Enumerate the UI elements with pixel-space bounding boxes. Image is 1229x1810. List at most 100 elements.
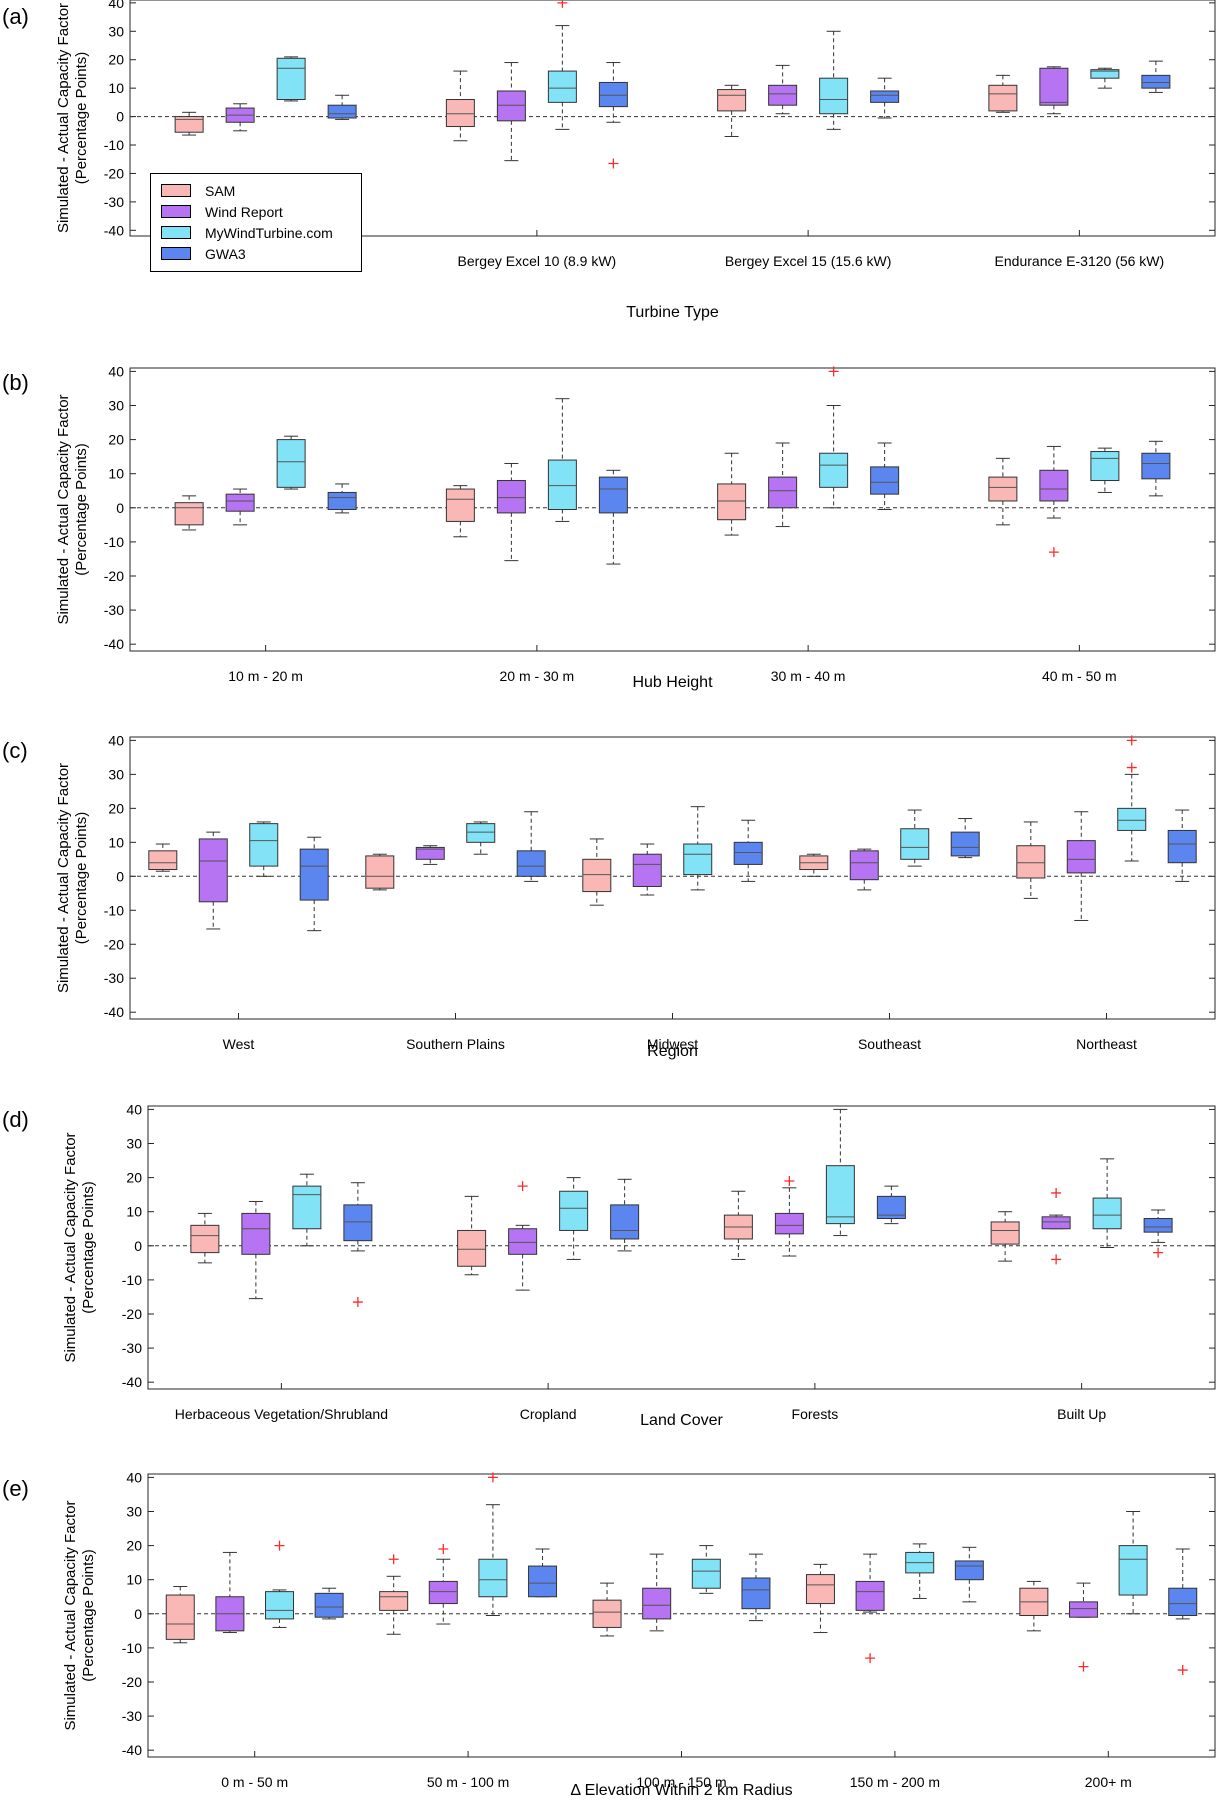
panel-a-cat3-s3-box (1141, 74, 1171, 89)
panel-a-ylabel-line2: (Percentage Points) (73, 52, 90, 185)
panel-b-cat3-s3-box (1141, 452, 1171, 480)
panel-e-xtick-label: 150 m - 200 m (850, 1774, 940, 1790)
panel-c-cat2-s2-box (683, 843, 713, 876)
panel-e-label: (e) (2, 1476, 29, 1501)
panel-d-ytick-label: 40 (126, 1101, 142, 1117)
panel-e-xtick-label: 100 m - 150 m (636, 1774, 726, 1790)
panel-e-cat3-s0-box (805, 1574, 835, 1605)
panel-e-cat4-s1-box (1068, 1601, 1098, 1618)
panel-a-cat1-s1-box (496, 90, 526, 122)
panel-e-cat1-s3-box (528, 1565, 558, 1598)
panel-b-xlabel: Hub Height (632, 674, 713, 691)
panel-e-cat2-s3-box (741, 1577, 771, 1610)
panel-d-ytick-label: 10 (126, 1204, 142, 1220)
panel-c-cat1-s3-box (516, 850, 546, 877)
panel-d-cat0-s3-box (343, 1204, 373, 1242)
panel-c-cat1-s2-box (466, 823, 496, 843)
panel-b-xtick-label: 40 m - 50 m (1042, 668, 1117, 684)
panel-d-cat3-s2-box (1092, 1197, 1122, 1230)
panel-b-cat2-s2-box (819, 452, 849, 488)
panel-b-cat3-s0-box (988, 476, 1018, 502)
panel-e-cat1-s2-box (478, 1558, 508, 1598)
panel-e-cat3-s1-box (855, 1580, 885, 1611)
panel-e-cat2-s0-box (592, 1599, 622, 1628)
panel-b-ytick-label: -30 (104, 602, 124, 618)
panel-b-ytick-label: -10 (104, 534, 124, 550)
panel-e-cat2-s2-box (691, 1558, 721, 1589)
panel-c-cat2-s1-box (632, 853, 662, 887)
panel-c-ytick-label: -40 (104, 1004, 124, 1020)
panel-a-ytick-label: 0 (116, 109, 124, 125)
panel-e-ytick-label: -30 (122, 1708, 142, 1724)
legend-label-gwa3: GWA3 (205, 245, 246, 262)
panel-b-ytick-label: -20 (104, 568, 124, 584)
panel-d-cat1-s1-outlier-0 (517, 1181, 528, 1192)
panel-d-cat2-s3-box (876, 1195, 906, 1220)
panel-e-cat0-s2-outlier-0 (274, 1540, 285, 1551)
panel-c-ytick-label: -30 (104, 970, 124, 986)
panel-c-cat2-s0-box (582, 858, 612, 893)
panel-b-label: (b) (2, 370, 29, 395)
panel-d-cat1-s1-box (508, 1228, 538, 1255)
panel-e-cat3-s3-box (954, 1560, 984, 1581)
panel-c-cat4-s2-outlier-1 (1126, 735, 1137, 746)
legend-swatch-mywindturbine (161, 226, 191, 239)
panel-b-cat0-s2-box (276, 439, 306, 488)
panel-c-xtick-label: Southern Plains (406, 1036, 505, 1052)
panel-c-cat3-s3-box (950, 831, 980, 857)
panel-d-axes-frame (147, 1105, 1216, 1390)
panel-a-cat1-s3-outlier-0 (608, 158, 619, 169)
legend-entry-wind-report: Wind Report (161, 201, 361, 222)
panel-b-ylabel-line2: (Percentage Points) (73, 443, 90, 576)
panel-b-cat2-s0-box (717, 483, 747, 521)
panel-b-cat3-s2-box (1090, 451, 1120, 482)
panel-a-cat1-s2-box (547, 70, 577, 103)
panel-b-ytick-label: 10 (108, 466, 124, 482)
panel-a-cat2-s3-box (870, 90, 900, 103)
panel-e-cat4-s1-outlier-0 (1078, 1661, 1089, 1672)
panel-e-cat2-s1-box (642, 1587, 672, 1620)
panel-c-cat2-s3-box (733, 841, 763, 865)
panel-e-cat4-s2-box (1118, 1545, 1148, 1596)
panel-d-cat0-s2-box (292, 1185, 322, 1230)
panel-b-cat0-s3-box (327, 491, 357, 511)
panel-a-cat2-s1-box (768, 84, 798, 106)
panel-e-cat3-s1-outlier-0 (865, 1653, 876, 1664)
legend-entry-sam: SAM (161, 180, 361, 201)
panel-a-cat0-s0-box (174, 116, 204, 133)
panel-b-xtick-label: 10 m - 20 m (228, 668, 303, 684)
panel-d-ytick-label: -30 (122, 1340, 142, 1356)
panel-b-ytick-label: 40 (108, 363, 124, 379)
panel-e-cat1-s0-outlier-0 (388, 1554, 399, 1565)
panel-b-ytick-label: 0 (116, 500, 124, 516)
panel-c-ytick-label: -20 (104, 936, 124, 952)
panel-c-cat4-s1-box (1066, 840, 1096, 874)
panel-c-ylabel-line2: (Percentage Points) (73, 812, 90, 945)
panel-b-cat1-s2-box (547, 459, 577, 510)
panel-e-cat4-s3-box (1168, 1587, 1198, 1617)
panel-d-cat0-s1-box (241, 1212, 271, 1255)
panel-a-label: (a) (2, 4, 29, 29)
panel-d-ylabel-line2: (Percentage Points) (80, 1181, 97, 1314)
panel-e-ytick-label: -20 (122, 1674, 142, 1690)
panel-a-xlabel: Turbine Type (626, 304, 719, 321)
panel-a-ytick-label: 10 (108, 80, 124, 96)
panel-c-ytick-label: 20 (108, 800, 124, 816)
panel-d-cat3-s1-box (1041, 1216, 1071, 1230)
panel-a-ytick-label: 40 (108, 0, 124, 11)
panel-a-ytick-label: 30 (108, 23, 124, 39)
panel-c-xtick-label: Midwest (647, 1036, 698, 1052)
panel-d-cat3-s1-outlier-0 (1051, 1187, 1062, 1198)
legend-label-wind-report: Wind Report (205, 203, 283, 220)
panel-a-ytick-label: -20 (104, 165, 124, 181)
panel-a-xtick-label: Endurance E-3120 (56 kW) (995, 253, 1165, 269)
panel-a-ytick-label: -40 (104, 222, 124, 238)
panel-d-xtick-label: Forests (792, 1406, 839, 1422)
panel-e-cat4-s3-outlier-0 (1177, 1665, 1188, 1676)
panel-c-cat4-s0-box (1016, 845, 1046, 879)
panel-e-ytick-label: -10 (122, 1640, 142, 1656)
panel-e-ytick-label: 40 (126, 1469, 142, 1485)
panel-a-cat2-s0-box (717, 89, 747, 112)
panel-b-cat3-s1-outlier-0 (1048, 547, 1059, 558)
